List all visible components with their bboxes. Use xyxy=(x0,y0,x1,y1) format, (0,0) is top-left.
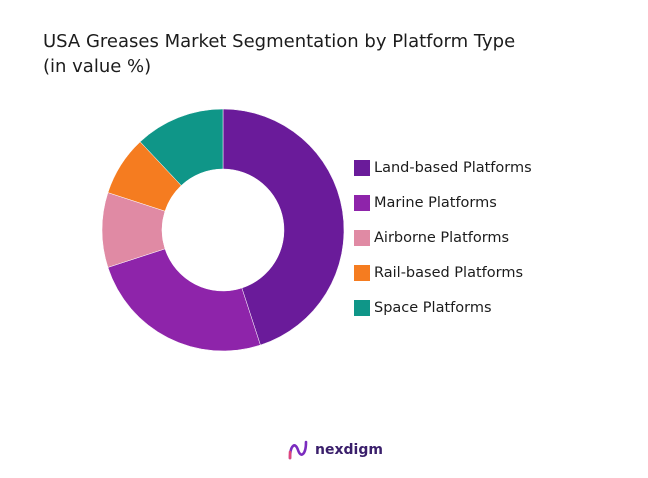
nexdigm-logo-icon xyxy=(287,438,309,462)
legend-item: Land-based Platforms xyxy=(354,150,532,185)
brand-name: nexdigm xyxy=(315,442,383,458)
brand-logo: nexdigm xyxy=(287,438,383,462)
legend-item: Rail-based Platforms xyxy=(354,255,532,290)
legend-swatch xyxy=(354,159,370,176)
donut-slice-marine-platforms xyxy=(107,248,261,352)
legend-swatch xyxy=(354,299,370,316)
legend-swatch xyxy=(354,264,370,281)
legend-swatch xyxy=(354,229,370,246)
chart-title: USA Greases Market Segmentation by Platf… xyxy=(43,29,515,79)
legend-item: Space Platforms xyxy=(354,290,532,325)
chart-title-line-2: (in value %) xyxy=(43,56,152,77)
legend-label: Rail-based Platforms xyxy=(374,264,524,281)
legend-label: Land-based Platforms xyxy=(374,159,532,176)
chart-legend: Land-based Platforms Marine Platforms Airb… xyxy=(354,150,532,325)
legend-swatch xyxy=(354,194,370,211)
legend-item: Marine Platforms xyxy=(354,185,532,220)
legend-label: Airborne Platforms xyxy=(374,229,510,246)
donut-slice-land-based-platforms xyxy=(222,108,345,346)
legend-label: Space Platforms xyxy=(374,299,492,316)
donut-slice-space-platforms xyxy=(139,108,224,186)
legend-label: Marine Platforms xyxy=(374,194,497,211)
chart-title-line-1: USA Greases Market Segmentation by Platf… xyxy=(43,31,516,52)
legend-item: Airborne Platforms xyxy=(354,220,532,255)
